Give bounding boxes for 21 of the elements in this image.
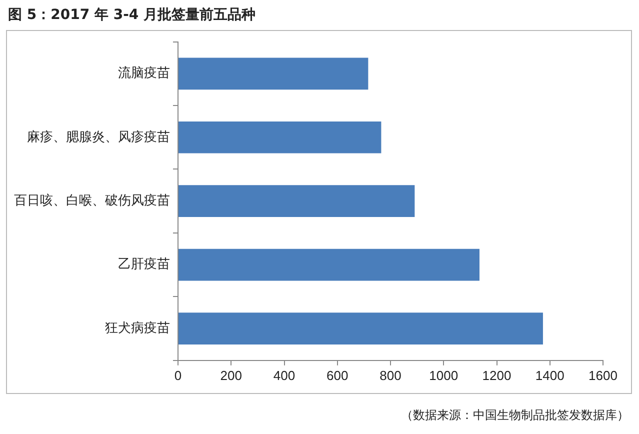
bar bbox=[178, 185, 415, 218]
x-tick-label: 800 bbox=[380, 368, 402, 383]
y-tick-label: 百日咳、白喉、破伤风疫苗 bbox=[14, 193, 170, 208]
chart-title: 图 5：2017 年 3-4 月批签量前五品种 bbox=[8, 6, 256, 24]
x-tick-label: 1600 bbox=[588, 368, 618, 383]
bar bbox=[178, 248, 480, 281]
x-tick-label: 400 bbox=[273, 368, 296, 383]
y-tick-label: 流脑疫苗 bbox=[118, 65, 170, 82]
y-tick-label: 狂犬病疫苗 bbox=[105, 320, 170, 336]
x-tick-label: 1400 bbox=[535, 368, 564, 383]
bar bbox=[178, 58, 368, 90]
x-tick-label: 200 bbox=[220, 368, 242, 383]
y-tick-label: 乙肝疫苗 bbox=[118, 257, 170, 272]
x-tick-label: 1000 bbox=[429, 368, 458, 383]
text: （数据来源：中国生物制品批签发数据库） bbox=[401, 407, 629, 424]
y-tick-label: 麻疹、腮腺炎、风疹疫苗 bbox=[27, 130, 170, 145]
x-tick-label: 600 bbox=[326, 368, 348, 383]
bar bbox=[178, 312, 543, 344]
bar bbox=[178, 121, 382, 154]
x-tick-label: 1200 bbox=[482, 368, 512, 383]
x-tick-label: 0 bbox=[174, 368, 182, 383]
